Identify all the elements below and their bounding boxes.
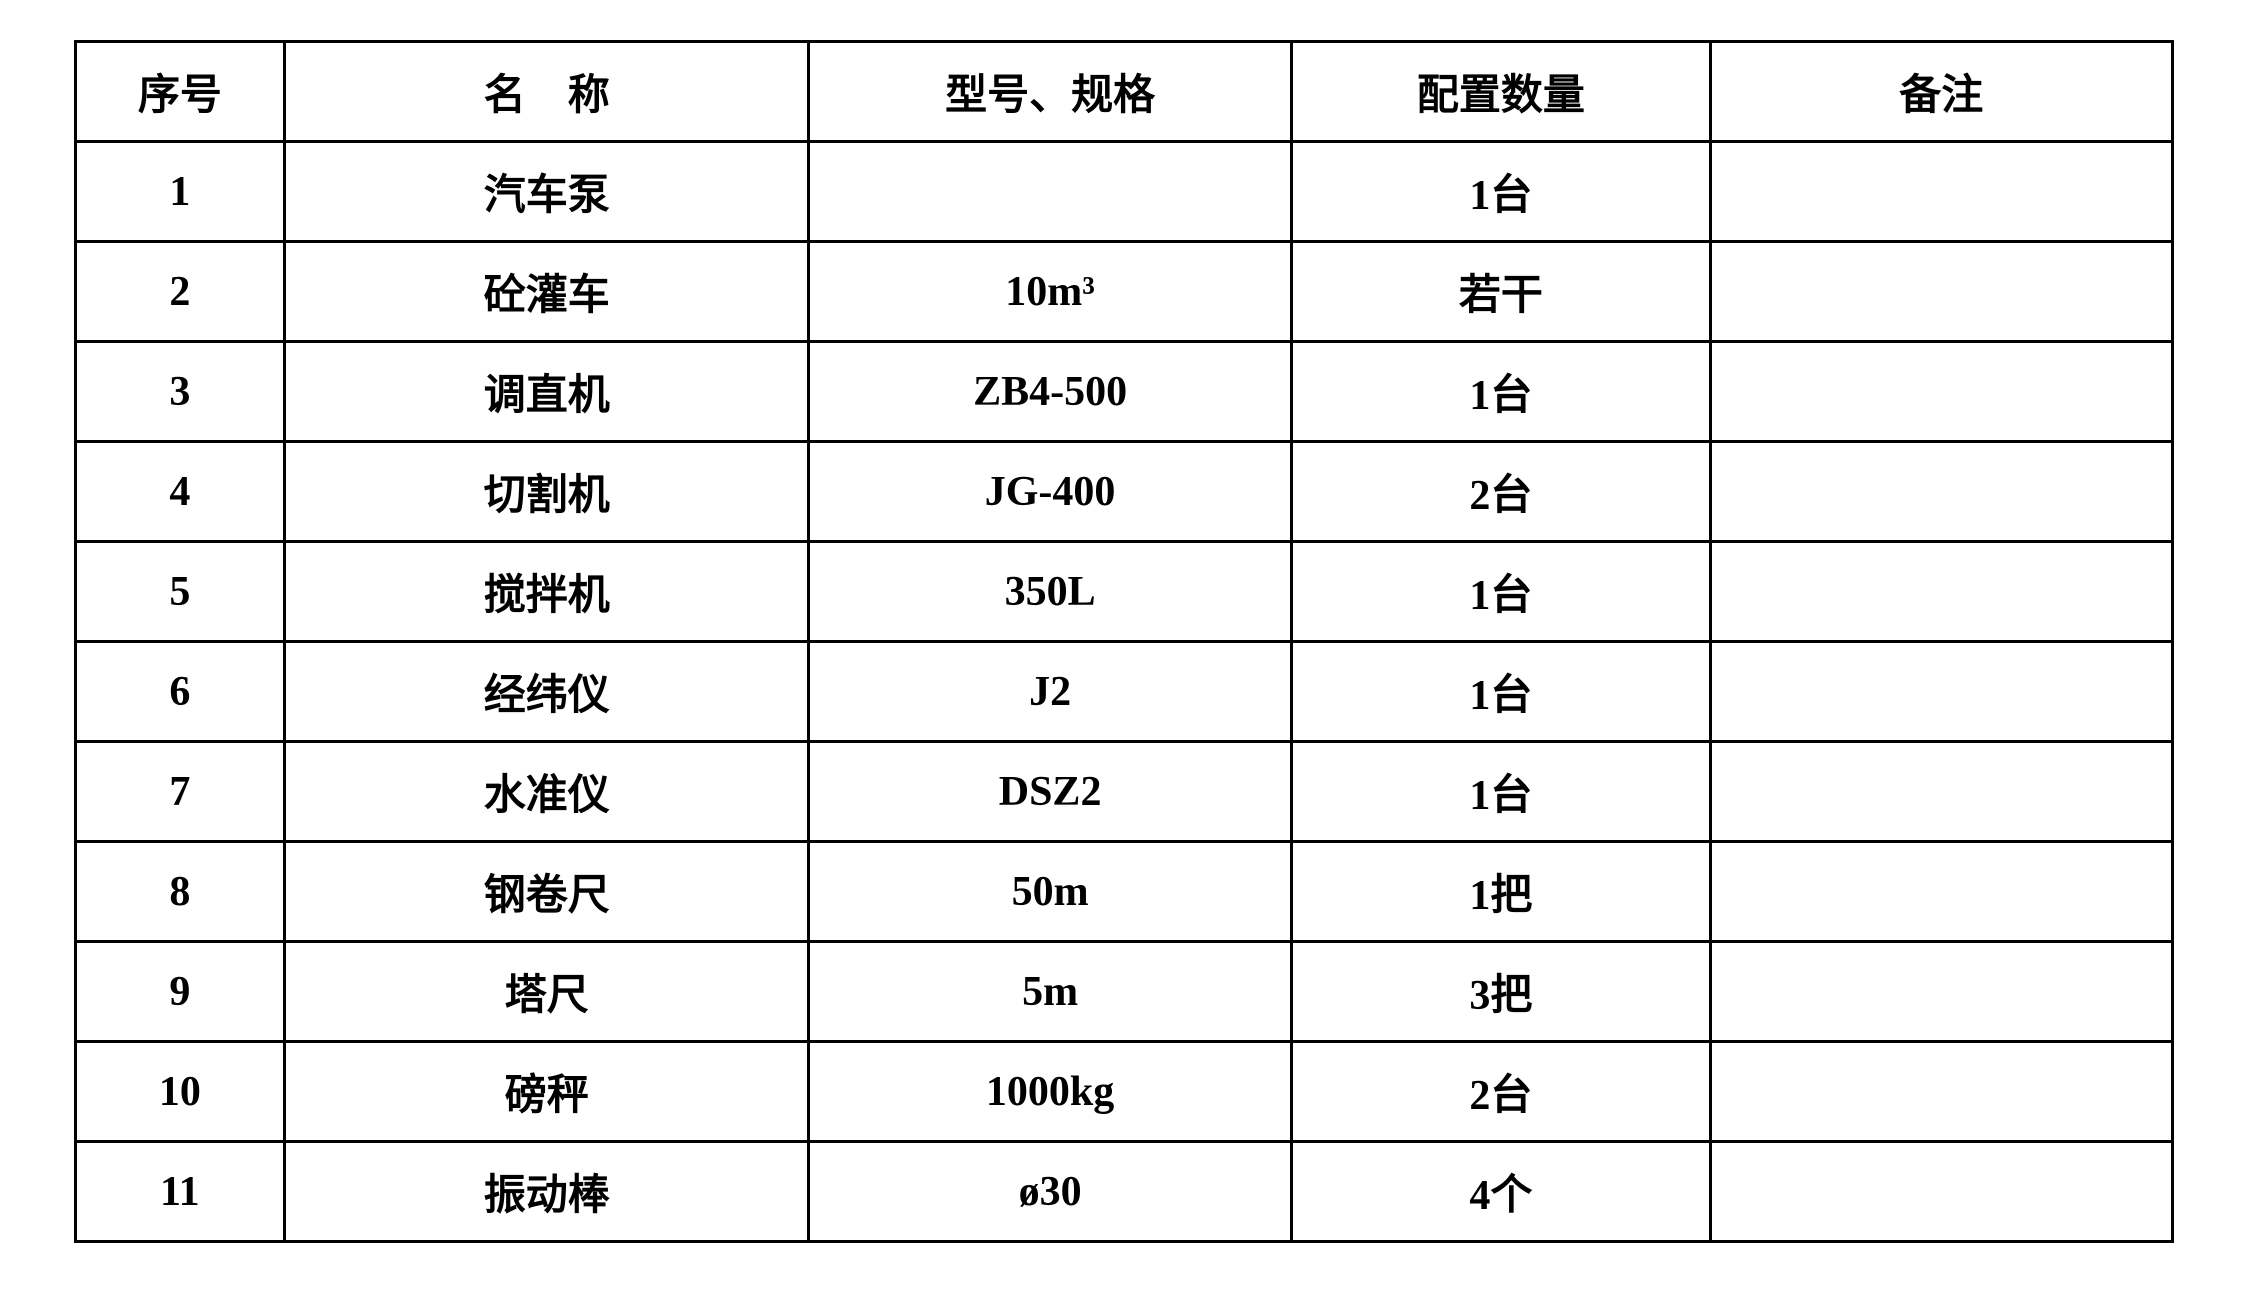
cell-remark [1711, 242, 2172, 342]
cell-qty: 1台 [1291, 542, 1710, 642]
cell-spec: 10m³ [809, 242, 1291, 342]
cell-spec: 5m [809, 942, 1291, 1042]
table-row: 9 塔尺 5m 3把 [75, 942, 2172, 1042]
cell-name: 磅秤 [285, 1042, 809, 1142]
cell-seq: 10 [75, 1042, 285, 1142]
cell-qty: 1台 [1291, 742, 1710, 842]
table-row: 10 磅秤 1000kg 2台 [75, 1042, 2172, 1142]
cell-spec: J2 [809, 642, 1291, 742]
cell-name: 汽车泵 [285, 142, 809, 242]
cell-remark [1711, 842, 2172, 942]
cell-name: 砼灌车 [285, 242, 809, 342]
cell-seq: 9 [75, 942, 285, 1042]
cell-name: 钢卷尺 [285, 842, 809, 942]
cell-spec: 350L [809, 542, 1291, 642]
table-row: 2 砼灌车 10m³ 若干 [75, 242, 2172, 342]
cell-seq: 11 [75, 1142, 285, 1242]
cell-qty: 1台 [1291, 142, 1710, 242]
table-body: 1 汽车泵 1台 2 砼灌车 10m³ 若干 3 调直机 ZB4-500 1台 [75, 142, 2172, 1242]
cell-spec [809, 142, 1291, 242]
cell-remark [1711, 1042, 2172, 1142]
cell-remark [1711, 1142, 2172, 1242]
table-row: 4 切割机 JG-400 2台 [75, 442, 2172, 542]
cell-name: 水准仪 [285, 742, 809, 842]
cell-name: 调直机 [285, 342, 809, 442]
table-row: 1 汽车泵 1台 [75, 142, 2172, 242]
cell-spec: JG-400 [809, 442, 1291, 542]
cell-qty: 3把 [1291, 942, 1710, 1042]
table-header: 序号 名 称 型号、规格 配置数量 备注 [75, 42, 2172, 142]
cell-remark [1711, 442, 2172, 542]
cell-spec: ø30 [809, 1142, 1291, 1242]
cell-spec: 50m [809, 842, 1291, 942]
equipment-table: 序号 名 称 型号、规格 配置数量 备注 1 汽车泵 1台 2 砼灌车 10m³… [74, 40, 2174, 1243]
cell-name: 经纬仪 [285, 642, 809, 742]
cell-qty: 若干 [1291, 242, 1710, 342]
cell-remark [1711, 542, 2172, 642]
cell-remark [1711, 142, 2172, 242]
table-row: 7 水准仪 DSZ2 1台 [75, 742, 2172, 842]
cell-seq: 1 [75, 142, 285, 242]
cell-seq: 3 [75, 342, 285, 442]
header-seq: 序号 [75, 42, 285, 142]
cell-remark [1711, 742, 2172, 842]
header-name: 名 称 [285, 42, 809, 142]
cell-seq: 7 [75, 742, 285, 842]
cell-qty: 1台 [1291, 342, 1710, 442]
cell-remark [1711, 942, 2172, 1042]
header-remark: 备注 [1711, 42, 2172, 142]
cell-qty: 2台 [1291, 1042, 1710, 1142]
cell-spec: 1000kg [809, 1042, 1291, 1142]
table-row: 11 振动棒 ø30 4个 [75, 1142, 2172, 1242]
cell-spec: DSZ2 [809, 742, 1291, 842]
table-row: 8 钢卷尺 50m 1把 [75, 842, 2172, 942]
cell-remark [1711, 642, 2172, 742]
cell-seq: 5 [75, 542, 285, 642]
cell-seq: 2 [75, 242, 285, 342]
cell-name: 切割机 [285, 442, 809, 542]
cell-name: 振动棒 [285, 1142, 809, 1242]
cell-spec: ZB4-500 [809, 342, 1291, 442]
cell-seq: 8 [75, 842, 285, 942]
table-row: 5 搅拌机 350L 1台 [75, 542, 2172, 642]
cell-qty: 1台 [1291, 642, 1710, 742]
cell-qty: 1把 [1291, 842, 1710, 942]
table-row: 6 经纬仪 J2 1台 [75, 642, 2172, 742]
table-header-row: 序号 名 称 型号、规格 配置数量 备注 [75, 42, 2172, 142]
cell-remark [1711, 342, 2172, 442]
cell-name: 搅拌机 [285, 542, 809, 642]
cell-qty: 2台 [1291, 442, 1710, 542]
cell-seq: 6 [75, 642, 285, 742]
equipment-table-container: 序号 名 称 型号、规格 配置数量 备注 1 汽车泵 1台 2 砼灌车 10m³… [74, 40, 2174, 1243]
cell-name: 塔尺 [285, 942, 809, 1042]
table-row: 3 调直机 ZB4-500 1台 [75, 342, 2172, 442]
cell-seq: 4 [75, 442, 285, 542]
header-spec: 型号、规格 [809, 42, 1291, 142]
cell-qty: 4个 [1291, 1142, 1710, 1242]
header-qty: 配置数量 [1291, 42, 1710, 142]
